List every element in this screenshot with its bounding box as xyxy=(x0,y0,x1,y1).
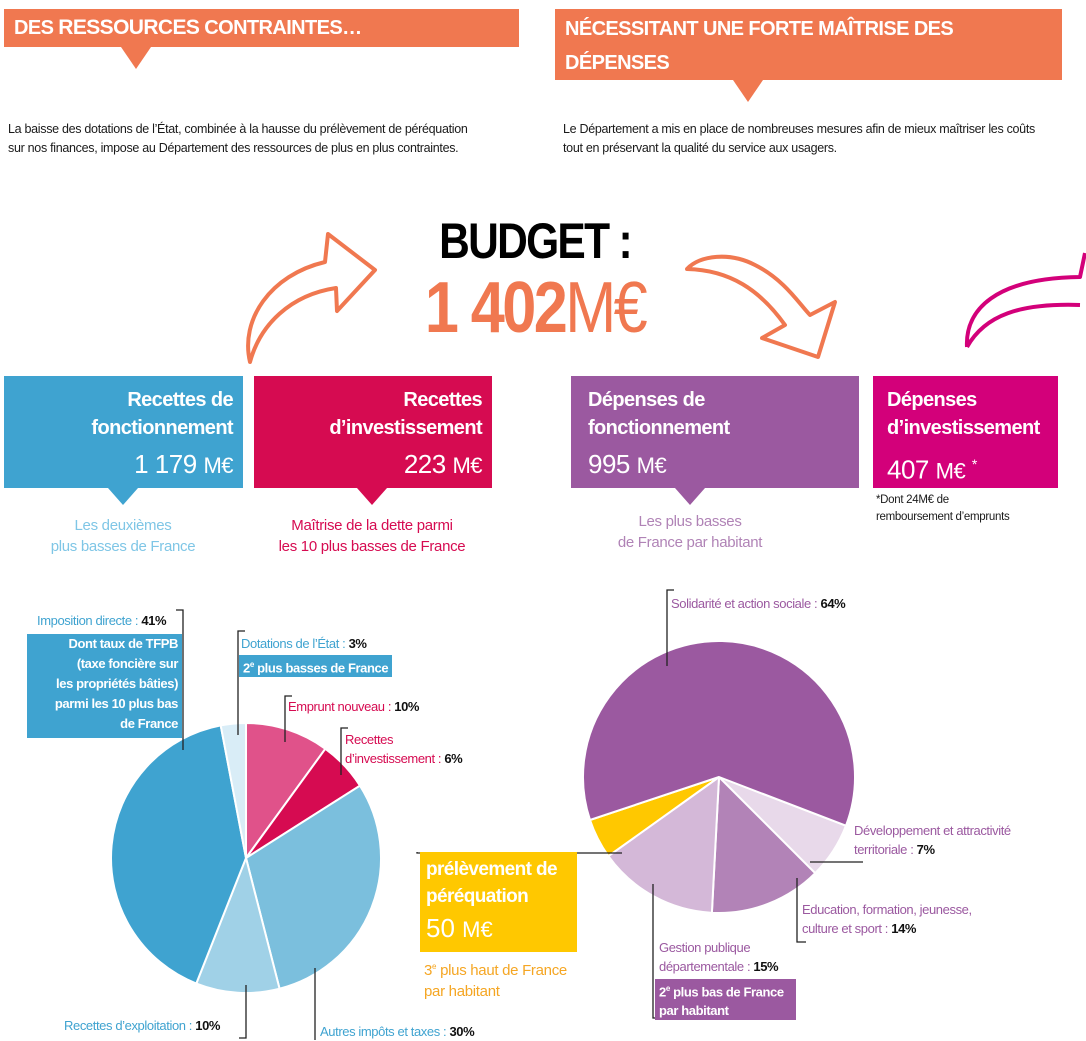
pie-spending xyxy=(582,640,856,914)
label-dotations: Dotations de l’État : 3% xyxy=(241,636,367,651)
box-investment-revenue: Recettes d’investissement 223 M€ xyxy=(254,376,492,488)
box-operating-spending: Dépenses de fonctionnement 995 M€ xyxy=(571,376,859,488)
pie-slice-4 xyxy=(582,640,856,828)
highlight-tfpb: Dont taux de TFPB (taxe foncière sur les… xyxy=(27,634,182,738)
arrows xyxy=(246,232,1086,364)
label-recettes-investissement: Recettes d’investissement : 6% xyxy=(345,732,463,766)
investment-revenue-note: Maîtrise de la dette parmi les 10 plus ba… xyxy=(278,517,466,555)
spending-text: Le Département a mis en place de nombreu… xyxy=(563,122,1035,155)
label-recettes-exploitation: Recettes d’exploitation : 10% xyxy=(64,1018,221,1033)
box-operating-revenue: Recettes de fonctionnement 1 179 M€ xyxy=(4,376,243,488)
box-pointer xyxy=(675,488,705,505)
box-pointer xyxy=(108,488,138,505)
box-investment-spending: Dépenses d’investissement 407 M€ * xyxy=(873,376,1058,488)
highlight-dotations: 2e plus basses de France xyxy=(239,655,393,678)
arrow-down-right-icon xyxy=(685,254,837,359)
operating-spending-note: Les plus basses de France par habitant xyxy=(617,513,763,551)
budget-amount: 1 402M€ xyxy=(424,268,648,348)
label-autres-impots: Autres impôts et taxes : 30% xyxy=(320,1024,475,1039)
label-imposition-directe: Imposition directe : 41% xyxy=(37,613,167,628)
arrow-up-right-icon xyxy=(246,232,377,364)
pie-slice-3 xyxy=(195,854,281,994)
box-pointer xyxy=(357,488,387,505)
label-emprunt: Emprunt nouveau : 10% xyxy=(288,699,420,714)
header-pointer xyxy=(121,47,151,69)
pie-slice-1 xyxy=(710,774,817,914)
highlight-gestion-publique: 2e plus bas de France par habitant xyxy=(655,979,796,1021)
pie-slice-4 xyxy=(110,724,248,985)
budget-title: BUDGET : xyxy=(439,213,633,269)
arrow-magenta-icon xyxy=(964,252,1086,348)
pie-slice-2 xyxy=(244,784,382,990)
label-gestion-publique: Gestion publique départementale : 15% xyxy=(659,940,779,974)
operating-revenue-note: Les deuxièmes plus basses de France xyxy=(50,517,196,555)
header-pointer xyxy=(733,80,763,102)
section-header-resources: DES RESSOURCES CONTRAINTES… xyxy=(4,9,519,47)
resources-text: La baisse des dotations de l’État, combi… xyxy=(8,122,468,155)
pie-slice-2 xyxy=(606,774,721,914)
label-developpement: Développement et attractivité territorial… xyxy=(854,823,1011,857)
label-education: Education, formation, jeunesse, culture e… xyxy=(802,902,972,936)
investment-spending-footnote: *Dont 24M€ de remboursement d’emprunts xyxy=(876,494,1010,523)
perequation-note: 3e plus haut de France par habitant xyxy=(424,962,567,1000)
label-solidarite: Solidarité et action sociale : 64% xyxy=(671,596,846,611)
pie-slice-5 xyxy=(219,721,247,859)
pie-slice-0 xyxy=(245,721,327,862)
pie-revenue xyxy=(110,721,382,994)
perequation-box: prélèvement de péréquation 50 M€ xyxy=(420,852,577,952)
